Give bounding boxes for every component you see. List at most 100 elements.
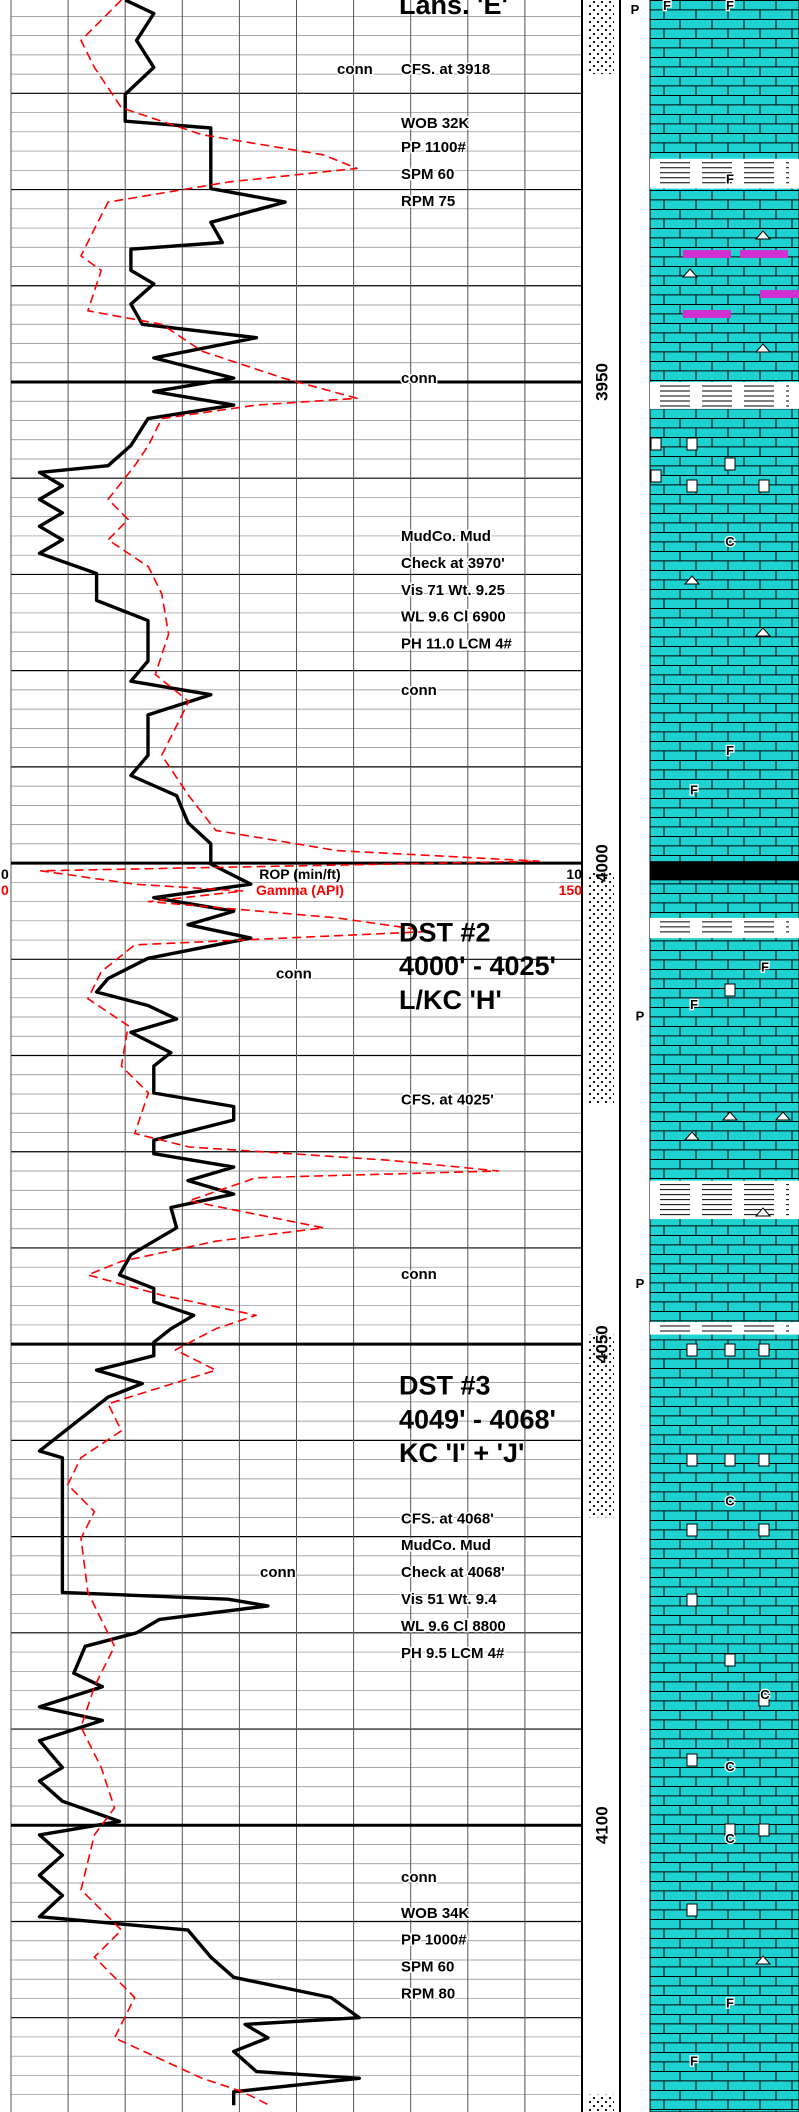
note: conn [401, 370, 437, 387]
triangle-icon [681, 268, 699, 278]
lithology-symbol: P [636, 1276, 645, 1291]
lithology-symbol: P [636, 1008, 645, 1023]
vug-icon [724, 1453, 736, 1467]
porosity-interval [588, 872, 614, 1104]
triangle-icon [754, 1955, 772, 1965]
vug-icon [686, 437, 698, 451]
depth-tick-label: 4050 [592, 1325, 611, 1363]
lithology-symbol: F [690, 997, 698, 1012]
heading: Lans. 'E' [399, 0, 508, 20]
vug-icon [724, 457, 736, 471]
lithology-symbol: F [726, 743, 734, 758]
scale-min: 0 [1, 882, 9, 898]
series-name: ROP (min/ft) [259, 866, 340, 882]
note: conn [401, 682, 437, 699]
vug-icon [686, 1523, 698, 1537]
lithology-band [650, 861, 799, 881]
depth-tick-label: 4000 [592, 844, 611, 882]
labels: 3950 4000 4050 4100 0 10 ROP (min/ft) 0 150 Gamma… [1, 0, 611, 2004]
note: PP 1100# [401, 139, 466, 156]
lithology-symbol: C [725, 1759, 735, 1774]
triangle-icon [754, 230, 772, 240]
lithology-symbol: C [725, 534, 735, 549]
lithology-band [650, 917, 799, 939]
note: MudCo. Mud [401, 528, 491, 545]
note: Vis 71 Wt. 9.25 [401, 582, 505, 599]
side-note: conn [276, 966, 312, 983]
vug-icon [758, 1453, 770, 1467]
lithology-track: F F F F F F F F F C C C C C P P P [581, 0, 799, 2112]
scale-min: 0 [1, 866, 9, 882]
lithology-symbol: C [725, 1493, 735, 1508]
vug-icon [758, 479, 770, 493]
limestone [649, 0, 799, 2112]
note: MudCo. Mud [401, 1537, 491, 1554]
vug-icon [758, 1823, 770, 1837]
porosity-interval [588, 1334, 614, 1518]
vug-icon [650, 469, 662, 483]
note: Check at 3970' [401, 555, 505, 572]
chert-bar [760, 290, 799, 298]
vug-icon [686, 1343, 698, 1357]
chert-bar [683, 250, 731, 258]
triangle-icon [721, 1111, 739, 1121]
depth-tick-label: 4100 [592, 1806, 611, 1844]
lithology-band [650, 1322, 799, 1335]
lithology-symbol: F [726, 0, 734, 13]
scale-max: 150 [559, 882, 583, 898]
grid [10, 0, 583, 2112]
gamma-curve [39, 0, 540, 2107]
chert-bar [740, 250, 788, 258]
lithology-band [650, 158, 799, 189]
vug-icon [724, 1823, 736, 1837]
series-name: Gamma (API) [256, 882, 344, 898]
vug-icon [758, 1693, 770, 1707]
vug-icon [724, 1653, 736, 1667]
lithology-symbol: P [631, 2, 640, 17]
triangle-icon [754, 627, 772, 637]
lithology-symbol: F [761, 959, 769, 974]
side-note: conn [260, 1564, 296, 1581]
note: Check at 4068' [401, 1564, 505, 1581]
scale-max: 10 [566, 866, 582, 882]
note: WOB 32K [401, 115, 470, 132]
heading: 4000' - 4025' [399, 951, 556, 981]
note: conn [401, 1869, 437, 1886]
triangle-icon [774, 1111, 792, 1121]
vug-icon [724, 1343, 736, 1357]
heading: DST #2 [399, 917, 491, 947]
porosity-interval [588, 0, 614, 75]
note: PP 1000# [401, 1932, 467, 1949]
heading: 4049' - 4068' [399, 1404, 556, 1434]
note: PH 11.0 LCM 4# [401, 636, 513, 653]
lithology-symbol: F [726, 1996, 734, 2011]
note: SPM 60 [401, 166, 454, 183]
vug-icon [686, 1903, 698, 1917]
note: conn [401, 1266, 437, 1283]
chert-bar [683, 310, 731, 318]
vug-icon [686, 479, 698, 493]
lithology-symbol: F [690, 782, 698, 797]
lithology-symbol: F [663, 0, 671, 13]
note: WL 9.6 Cl 8800 [401, 1618, 506, 1635]
vug-icon [650, 437, 662, 451]
rop-curve [37, 0, 361, 2106]
heading: DST #3 [399, 1371, 491, 1401]
triangle-icon [683, 1131, 701, 1141]
depth-tick-label: 3950 [592, 363, 611, 401]
vug-icon [758, 1343, 770, 1357]
lithology-symbol: F [726, 171, 734, 186]
lithology-symbol: C [760, 1687, 770, 1702]
note: WOB 34K [401, 1905, 470, 1922]
vug-icon [686, 1753, 698, 1767]
triangle-icon [754, 1207, 772, 1217]
vug-icon [758, 1523, 770, 1537]
heading: L/KC 'H' [399, 985, 502, 1015]
vug-icon [724, 983, 736, 997]
porosity-interval [588, 2094, 614, 2112]
triangle-icon [683, 575, 701, 585]
note: RPM 75 [401, 193, 455, 210]
note: Vis 51 Wt. 9.4 [401, 1591, 497, 1608]
